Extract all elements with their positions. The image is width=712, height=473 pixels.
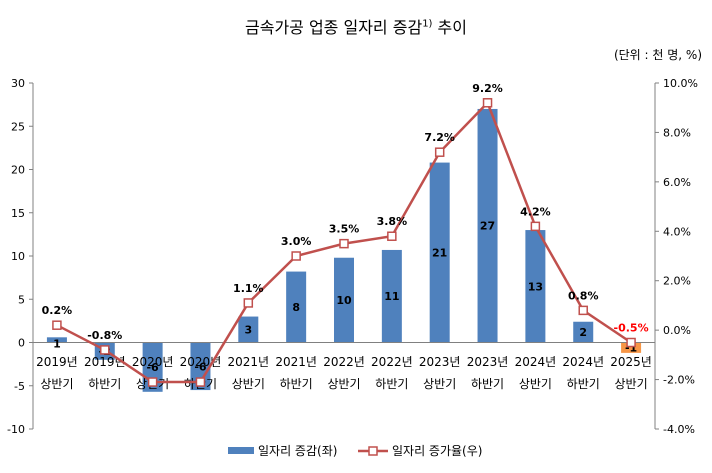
right-tick-label: -4.0% [663,423,695,436]
x-tick-label-half: 하반기 [567,377,600,391]
x-tick-label-year: 2025년 [610,355,652,369]
bar [286,271,307,343]
bar [525,230,546,343]
x-tick-label-year: 2023년 [419,355,461,369]
chart-title: 금속가공 업종 일자리 증감1) 추이 [0,14,712,38]
legend-line-marker [368,446,378,456]
bar-value-label: 3 [244,324,252,337]
bar-value-label: 1 [53,337,61,350]
line-point [291,251,301,261]
line-point [434,147,445,157]
bar [621,342,642,353]
bar [477,108,498,343]
x-tick-label-year: 2022년 [371,355,413,369]
bar [381,249,402,343]
x-tick-label-year: 2024년 [515,355,557,369]
right-tick-label: -2.0% [663,374,695,387]
bar-value-label: -6 [146,361,159,374]
line-point [578,305,588,316]
chart-title-main: 금속가공 업종 일자리 증감 [245,18,423,37]
line-value-label: -0.8% [87,329,122,342]
line-value-label: 9.2% [472,82,503,95]
line-point [530,221,541,232]
line-point [147,377,158,387]
line-value-label: 7.2% [424,131,455,144]
left-tick-label: 0 [18,337,25,350]
bar-value-label: 27 [480,220,495,233]
line-point [243,298,254,308]
line-point [387,231,397,241]
right-tick-label: 6.0% [663,176,691,189]
x-tick-label-year: 2023년 [467,355,509,369]
right-tick-label: 10.0% [663,77,698,90]
x-tick-label-year: 2024년 [562,355,604,369]
legend-bar-swatch [228,447,254,454]
right-tick-label: 0.0% [663,324,691,337]
line-value-label: 3.0% [281,235,312,248]
left-tick-label: -5 [14,380,25,393]
x-tick-label-half: 하반기 [88,377,121,391]
left-tick-label: 20 [11,164,25,177]
legend-bar-label: 일자리 증감(좌) [258,444,337,458]
x-tick-label-half: 하반기 [471,377,504,391]
bar-value-label: 2 [579,326,587,339]
bar-value-label: -6 [194,360,207,373]
bar-value-label: 11 [384,290,399,303]
chart-title-suffix: 추이 [432,18,467,37]
line-value-label: 3.5% [329,223,360,236]
x-tick-label-year: 2021년 [228,355,270,369]
x-tick-label-half: 상반기 [40,377,73,391]
line-point [626,337,636,348]
line-point [52,320,62,330]
x-tick-label-year: 2021년 [275,355,317,369]
bar [573,321,594,343]
right-tick-label: 8.0% [663,126,691,139]
bar [334,257,354,343]
x-tick-label-half: 상반기 [423,377,456,391]
bar-value-label: 21 [432,247,447,260]
x-tick-label-half: 하반기 [280,377,313,391]
line-value-label: 3.8% [377,215,408,228]
line-value-label: 0.2% [42,304,73,317]
line-point [482,98,493,108]
right-tick-label: 2.0% [663,275,691,288]
x-tick-label-half: 상반기 [232,377,265,391]
bar [238,316,259,343]
left-tick-label: 10 [11,250,25,263]
bar-value-label: 8 [292,301,300,314]
x-tick-label-year: 2019년 [84,355,126,369]
x-tick-label-year: 2022년 [323,355,365,369]
left-tick-label: 15 [11,207,25,220]
line-point [195,377,206,387]
bar [46,337,67,343]
bar [429,162,450,343]
right-tick-label: 4.0% [663,225,691,238]
line-value-label: 0.8% [568,289,599,302]
line-value-label: 4.2% [520,205,551,218]
bar [190,342,211,391]
left-tick-label: -10 [7,423,25,436]
x-tick-label-year: 2020년 [132,355,174,369]
line-point [339,238,349,249]
x-tick-label-half: 상반기 [327,377,360,391]
line-point [100,345,110,355]
x-tick-label-half: 상반기 [615,377,648,391]
x-tick-label-half: 상반기 [519,377,552,391]
line-value-label: 1.1% [233,282,264,295]
bar-value-label: 13 [528,280,543,293]
x-tick-label-half: 하반기 [375,377,408,391]
legend-line-label: 일자리 증가율(우) [392,444,482,458]
chart-title-superscript: 1) [422,18,433,30]
left-tick-label: 30 [11,77,25,90]
x-tick-label-year: 2019년 [36,355,78,369]
bar-value-label: 10 [336,294,352,307]
line-value-label: -0.5% [614,322,649,335]
left-tick-label: 25 [11,120,25,133]
unit-label: (단위 : 천 명, %) [613,48,702,62]
left-tick-label: 5 [18,293,25,306]
